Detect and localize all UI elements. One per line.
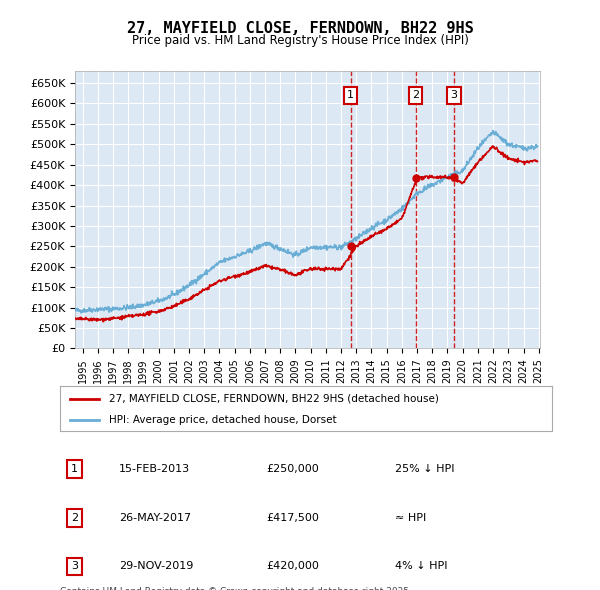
Text: 26-MAY-2017: 26-MAY-2017 — [119, 513, 191, 523]
Text: £417,500: £417,500 — [266, 513, 320, 523]
Text: 2: 2 — [412, 90, 419, 100]
Text: 27, MAYFIELD CLOSE, FERNDOWN, BH22 9HS (detached house): 27, MAYFIELD CLOSE, FERNDOWN, BH22 9HS (… — [109, 394, 439, 404]
Text: 29-NOV-2019: 29-NOV-2019 — [119, 562, 193, 571]
Text: 4% ↓ HPI: 4% ↓ HPI — [395, 562, 447, 571]
Text: 2: 2 — [71, 513, 79, 523]
Text: ≈ HPI: ≈ HPI — [395, 513, 426, 523]
Text: £250,000: £250,000 — [266, 464, 319, 474]
Text: 3: 3 — [450, 90, 457, 100]
Text: HPI: Average price, detached house, Dorset: HPI: Average price, detached house, Dors… — [109, 415, 337, 425]
Text: 15-FEB-2013: 15-FEB-2013 — [119, 464, 190, 474]
Text: 27, MAYFIELD CLOSE, FERNDOWN, BH22 9HS: 27, MAYFIELD CLOSE, FERNDOWN, BH22 9HS — [127, 21, 473, 35]
Text: Price paid vs. HM Land Registry's House Price Index (HPI): Price paid vs. HM Land Registry's House … — [131, 34, 469, 47]
Text: Contains HM Land Registry data © Crown copyright and database right 2025.
This d: Contains HM Land Registry data © Crown c… — [60, 587, 412, 590]
Text: 3: 3 — [71, 562, 78, 571]
Text: 1: 1 — [71, 464, 78, 474]
Text: 1: 1 — [347, 90, 354, 100]
Text: £420,000: £420,000 — [266, 562, 320, 571]
Text: 25% ↓ HPI: 25% ↓ HPI — [395, 464, 454, 474]
